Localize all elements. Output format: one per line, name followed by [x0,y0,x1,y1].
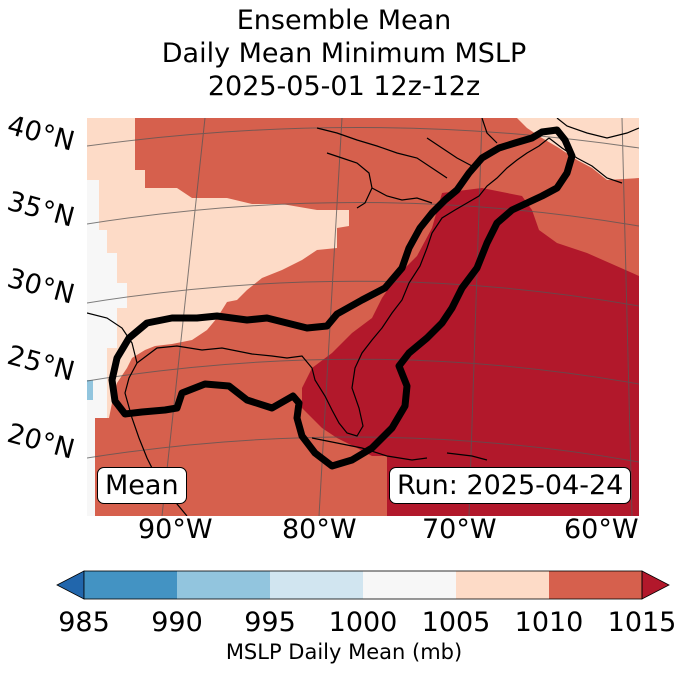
field-990-patch [87,380,93,400]
lon-label-70w: 70°W [422,514,497,545]
lon-label-90w: 90°W [138,514,213,545]
title-line-3: 2025-05-01 12z-12z [207,71,481,102]
colorbar-bin-1010-1015 [549,571,642,599]
colorbar-frame [83,570,643,600]
contour-outline [108,126,576,470]
map-svg [87,118,639,516]
lat-label-30n: 30°N [3,263,78,311]
colorbar-tick-1005: 1005 [421,607,491,638]
lat-label-35n: 35°N [3,186,78,234]
colorbar-tick-1000: 1000 [328,607,398,638]
title-line-2: Daily Mean Minimum MSLP [161,38,527,69]
colorbar-bin-1005-1010 [456,571,549,599]
field-1005-region [87,118,349,418]
colorbar-tick-985: 985 [58,607,110,638]
colorbar-tick-1010: 1010 [514,607,584,638]
title-line-1: Ensemble Mean [236,5,452,36]
lat-label-25n: 25°N [3,340,78,388]
lon-label-80w: 80°W [282,514,357,545]
colorbar-arrow-left [56,570,85,600]
colorbar-tick-1015: 1015 [607,607,677,638]
colorbar-tick-995: 995 [244,607,296,638]
colorbar-label: MSLP Daily Mean (mb) [225,640,463,664]
colorbar-bin-990-995 [177,571,270,599]
colorbar-bin-995-1000 [270,571,363,599]
lon-label-60w: 60°W [564,514,639,545]
lat-label-40n: 40°N [3,110,78,158]
lat-label-20n: 20°N [3,418,78,466]
colorbar-bin-985-990 [84,571,177,599]
colorbar [56,570,670,600]
colorbar-arrow-right [641,570,670,600]
colorbar-tick-990: 990 [151,607,203,638]
map-panel [87,118,639,516]
colorbar-bin-1000-1005 [363,571,456,599]
mean-badge: Mean [97,467,187,504]
run-date-badge: Run: 2025-04-24 [389,467,632,504]
